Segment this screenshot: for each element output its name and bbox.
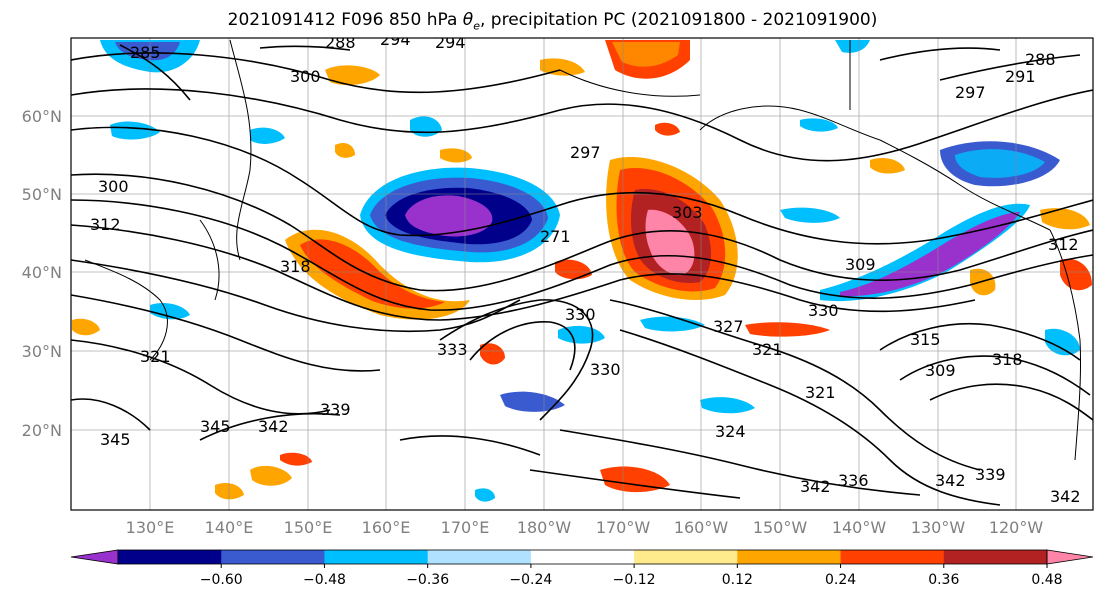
graticule bbox=[71, 38, 1093, 510]
map-frame bbox=[70, 37, 1094, 511]
contour-label: 330 bbox=[565, 305, 596, 324]
lat-label: 40°N bbox=[22, 263, 62, 282]
contour-label: 297 bbox=[955, 83, 986, 102]
title-theta: θ bbox=[462, 10, 474, 30]
contour-label: 291 bbox=[1005, 67, 1036, 86]
contour-label: 342 bbox=[1050, 487, 1081, 506]
colorbar-tick-label: 0.12 bbox=[722, 572, 753, 588]
contour-label: 342 bbox=[935, 471, 966, 490]
colorbar-tick-label: −0.12 bbox=[613, 572, 656, 588]
lon-label: 160°E bbox=[362, 518, 411, 537]
theta-e-contours bbox=[71, 44, 1093, 506]
lon-label: 160°W bbox=[674, 518, 729, 537]
contour-label: 321 bbox=[140, 347, 171, 366]
contour-label: 271 bbox=[540, 227, 571, 246]
colorbar-ticks: −0.60 −0.48 −0.36 −0.24 −0.12 0.12 0.24 0.36 0.4… bbox=[200, 564, 1063, 588]
contour-label: 321 bbox=[805, 383, 836, 402]
contour-label: 300 bbox=[98, 177, 129, 196]
contour-label: 330 bbox=[808, 301, 839, 320]
contour-label: 312 bbox=[90, 215, 121, 234]
contour-label: 342 bbox=[800, 477, 831, 496]
lon-label: 120°W bbox=[989, 518, 1044, 537]
lat-label: 30°N bbox=[22, 342, 62, 361]
colorbar-segment bbox=[427, 550, 532, 564]
contour-labels: 285 300 288 294 294 297 288 291 297 300 … bbox=[90, 30, 1081, 506]
lat-label: 50°N bbox=[22, 185, 62, 204]
contour-label: 300 bbox=[290, 67, 321, 86]
contour-label: 297 bbox=[570, 143, 601, 162]
lon-label: 130°W bbox=[911, 518, 966, 537]
contour-label: 327 bbox=[713, 317, 744, 336]
contour-label: 345 bbox=[200, 417, 231, 436]
title-prefix: 2021091412 F096 850 hPa bbox=[227, 10, 463, 30]
lon-label: 140°W bbox=[832, 518, 887, 537]
colorbar-tick-label: −0.24 bbox=[509, 572, 552, 588]
lon-label: 140°E bbox=[205, 518, 254, 537]
contour-label: 342 bbox=[258, 417, 289, 436]
contour-label: 315 bbox=[910, 330, 941, 349]
title-theta-subscript: e bbox=[473, 19, 480, 33]
contour-label: 339 bbox=[320, 400, 351, 419]
colorbar-extend-high bbox=[1046, 549, 1094, 565]
map-panel: 285 300 288 294 294 297 288 291 297 300 … bbox=[71, 30, 1093, 510]
contour-label: 288 bbox=[325, 33, 356, 52]
colorbar-segment bbox=[324, 550, 429, 564]
longitude-labels: 130°E 140°E 150°E 160°E 170°E 180°W 170°… bbox=[126, 518, 1044, 537]
lat-label: 60°N bbox=[22, 107, 62, 126]
colorbar-extend-low bbox=[70, 549, 119, 565]
colorbar-segment bbox=[118, 550, 222, 564]
contour-label: 303 bbox=[672, 203, 703, 222]
colorbar-tick-label: −0.36 bbox=[406, 572, 449, 588]
lon-label: 150°W bbox=[753, 518, 808, 537]
lon-label: 150°E bbox=[284, 518, 333, 537]
contour-label: 321 bbox=[752, 340, 783, 359]
colorbar-segment bbox=[221, 550, 325, 564]
colorbar-tick-label: −0.60 bbox=[200, 572, 243, 588]
colorbar-tick-label: 0.48 bbox=[1031, 572, 1062, 588]
contour-label: 288 bbox=[1025, 50, 1056, 69]
colorbar-segment bbox=[943, 550, 1048, 564]
contour-label: 294 bbox=[380, 30, 411, 49]
colorbar-frame bbox=[117, 549, 1048, 565]
contour-label: 312 bbox=[1048, 235, 1079, 254]
contour-label: 330 bbox=[590, 360, 621, 379]
colorbar-segment bbox=[737, 550, 842, 564]
contour-label: 339 bbox=[975, 465, 1006, 484]
contour-label: 294 bbox=[435, 33, 466, 52]
contour-label: 336 bbox=[838, 471, 869, 490]
lon-label: 170°E bbox=[441, 518, 490, 537]
title-suffix: , precipitation PC (2021091800 - 2021091… bbox=[479, 10, 878, 30]
lon-label: 170°W bbox=[596, 518, 651, 537]
lon-label: 130°E bbox=[126, 518, 175, 537]
colorbar bbox=[70, 549, 1094, 565]
contour-label: 345 bbox=[100, 430, 131, 449]
colorbar-segment bbox=[840, 550, 945, 564]
lon-label: 180°W bbox=[517, 518, 572, 537]
contour-label: 318 bbox=[992, 350, 1023, 369]
chart-title: 2021091412 F096 850 hPa θe, precipitatio… bbox=[0, 10, 1105, 32]
contour-label: 309 bbox=[925, 361, 956, 380]
contour-label: 309 bbox=[845, 255, 876, 274]
precip-shading bbox=[72, 40, 1092, 502]
colorbar-tick-label: 0.24 bbox=[825, 572, 856, 588]
coastlines bbox=[84, 39, 1082, 461]
contour-label: 333 bbox=[437, 340, 468, 359]
contour-label: 318 bbox=[280, 257, 311, 276]
contour-label: 324 bbox=[715, 422, 746, 441]
colorbar-tick-label: −0.48 bbox=[303, 572, 346, 588]
colorbar-segment bbox=[530, 550, 635, 564]
colorbar-tick-label: 0.36 bbox=[928, 572, 959, 588]
lat-label: 20°N bbox=[22, 421, 62, 440]
latitude-labels: 60°N 50°N 40°N 30°N 20°N bbox=[22, 107, 62, 440]
contour-label: 285 bbox=[130, 43, 161, 62]
colorbar-segment bbox=[634, 550, 738, 564]
